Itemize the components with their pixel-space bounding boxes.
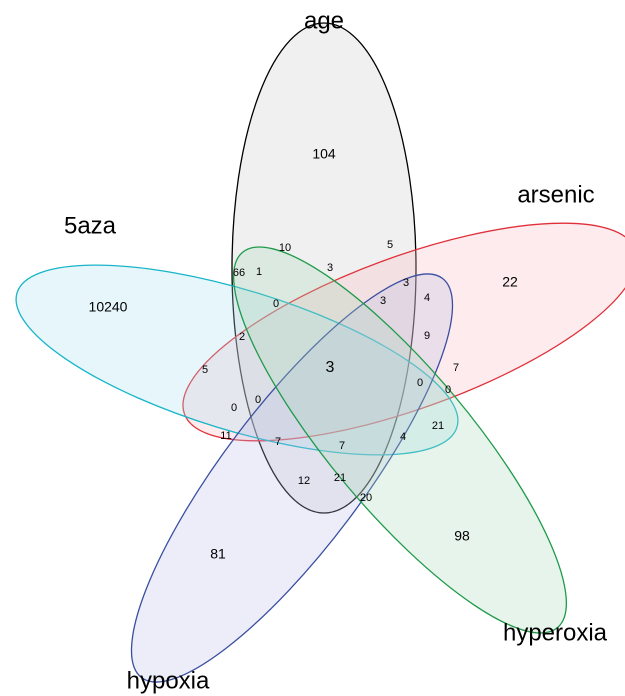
- set-label: age: [304, 7, 344, 34]
- set-arsenic: [182, 222, 625, 442]
- region-count: 66: [233, 267, 245, 279]
- region-count: 2: [239, 331, 245, 343]
- region-count: 0: [445, 384, 451, 396]
- region-count: 4: [424, 292, 430, 304]
- region-count: 10: [279, 242, 291, 254]
- region-count: 21: [432, 420, 444, 432]
- region-count: 12: [298, 475, 310, 487]
- set-5aza: [15, 264, 459, 456]
- region-count: 3: [326, 359, 335, 376]
- region-count: 81: [210, 546, 226, 562]
- region-count: 3: [327, 262, 333, 274]
- region-count: 20: [360, 492, 372, 504]
- region-count: 21: [334, 472, 346, 484]
- region-count: 3: [380, 295, 386, 307]
- region-count: 0: [255, 394, 261, 406]
- region-count: 5: [387, 239, 393, 251]
- region-count: 1: [256, 266, 262, 278]
- set-label: hypoxia: [127, 667, 210, 694]
- set-hyperoxia: [232, 246, 568, 634]
- region-count: 104: [312, 146, 336, 162]
- region-count: 9: [424, 330, 430, 342]
- region-count: 7: [275, 436, 281, 448]
- region-count: 5: [202, 364, 208, 376]
- set-hypoxia: [130, 273, 454, 683]
- region-count: 7: [339, 440, 345, 452]
- region-count: 3: [403, 277, 409, 289]
- set-label: arsenic: [517, 181, 594, 208]
- region-count: 7: [453, 362, 459, 374]
- region-count: 0: [231, 402, 237, 414]
- region-count: 4: [400, 431, 406, 443]
- set-label: 5aza: [64, 212, 117, 239]
- region-count: 98: [454, 528, 470, 544]
- region-count: 10240: [89, 299, 128, 315]
- region-count: 11: [220, 430, 231, 442]
- region-count: 22: [502, 274, 518, 290]
- region-count: 0: [273, 298, 279, 310]
- region-count: 0: [417, 377, 423, 389]
- set-label: hyperoxia: [503, 619, 608, 646]
